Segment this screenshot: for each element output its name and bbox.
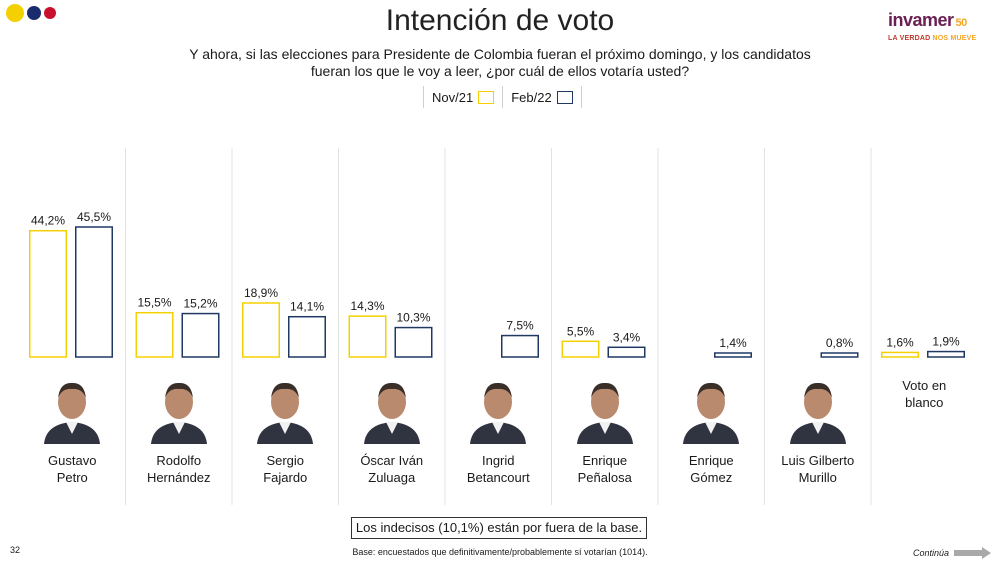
bar-feb xyxy=(820,352,859,358)
data-label-feb: 7,5% xyxy=(506,319,534,333)
page-title: Intención de voto xyxy=(385,4,615,37)
invamer-logo: invamer 50 LA VERDAD NOS MUEVE xyxy=(888,10,988,42)
candidate-name-line-1: Ingrid xyxy=(481,453,515,468)
bar-feb xyxy=(394,326,433,358)
chart-legend: Nov/21 Feb/22 xyxy=(423,86,582,108)
brand-dots xyxy=(6,4,59,22)
base-note: Base: encuestados que definitivamente/pr… xyxy=(352,547,648,557)
candidate-name: Óscar Iván Zuluaga xyxy=(342,452,442,486)
candidate-name-line-2: Hernández xyxy=(146,470,211,485)
candidate-name-line-2: Betancourt xyxy=(466,470,530,485)
bar-feb xyxy=(927,350,965,358)
bar-nov xyxy=(561,340,600,358)
candidate-name-line-1: Enrique xyxy=(688,453,734,468)
data-label-feb: 1,4% xyxy=(719,336,747,350)
data-label-nov: 1,6% xyxy=(886,335,914,349)
data-label-nov: 15,5% xyxy=(137,296,171,310)
candidate-name-line-2: Gómez xyxy=(690,470,733,485)
bar-nov xyxy=(29,229,67,358)
candidate-name: Enrique Peñalosa xyxy=(555,452,655,486)
question-line-1: Y ahora, si las elecciones para Presiden… xyxy=(189,46,811,62)
data-label-nov: 18,9% xyxy=(244,286,278,300)
candidate-name: Gustavo Petro xyxy=(22,452,122,486)
data-label-feb: 45,5% xyxy=(77,210,111,224)
candidate-name-line-1: Voto en xyxy=(902,378,947,393)
data-label-feb: 1,9% xyxy=(932,335,960,349)
logo-wordmark: invamer 50 xyxy=(888,10,967,30)
legend-item-feb: Feb/22 xyxy=(503,90,580,105)
question-line-2: fueran los que le voy a leer, ¿por cuál … xyxy=(310,63,690,79)
data-label-nov: 14,3% xyxy=(350,299,384,313)
bar-feb xyxy=(607,346,646,358)
question-text: Y ahora, si las elecciones para Presiden… xyxy=(180,46,820,80)
data-label-nov: 5,5% xyxy=(567,324,595,338)
legend-label-feb: Feb/22 xyxy=(511,89,552,105)
bar-nov xyxy=(881,351,919,358)
legend-item-nov: Nov/21 xyxy=(424,90,502,105)
legend-swatch-feb xyxy=(556,90,573,104)
bar-nov xyxy=(135,311,174,358)
data-label-feb: 3,4% xyxy=(613,330,641,344)
candidate-name-line-1: Enrique xyxy=(582,453,628,468)
data-label-feb: 14,1% xyxy=(290,300,324,314)
luis-gilberto-murillo-photo xyxy=(786,372,850,444)
data-label-feb: 0,8% xyxy=(826,336,854,350)
candidate-name-line-2: Zuluaga xyxy=(368,470,416,485)
blue-dot-icon xyxy=(27,6,41,20)
candidate-name: Voto en blanco xyxy=(874,377,974,411)
candidate-name-line-1: Luis Gilberto xyxy=(781,453,855,468)
bar-feb xyxy=(714,352,752,358)
legend-label-nov: Nov/21 xyxy=(432,89,474,105)
bar-nov xyxy=(242,302,280,358)
candidate-name-line-2: Petro xyxy=(56,470,88,485)
bar-feb xyxy=(501,334,539,358)
arrow-right-icon xyxy=(954,547,992,559)
bar-nov xyxy=(348,315,387,358)
candidate-name-line-2: Fajardo xyxy=(263,470,308,485)
bar-feb xyxy=(288,315,326,358)
data-label-feb: 15,2% xyxy=(183,297,217,311)
continue-label: Continúa xyxy=(913,548,950,558)
logo-tagline: LA VERDAD NOS MUEVE xyxy=(888,35,977,42)
sergio-fajardo-photo xyxy=(253,372,317,444)
candidate-name-line-2: Peñalosa xyxy=(577,470,632,485)
legend-divider xyxy=(502,86,504,108)
rodolfo-hernandez-photo xyxy=(147,372,211,444)
enrique-gomez-photo xyxy=(679,372,743,444)
data-label-nov: 44,2% xyxy=(31,214,65,228)
bar-feb xyxy=(75,226,113,358)
candidate-name-line-2: blanco xyxy=(905,395,944,410)
oscar-ivan-zuluaga-photo xyxy=(360,372,424,444)
candidate-name: Sergio Fajardo xyxy=(235,452,335,486)
legend-divider xyxy=(580,86,582,108)
candidate-name-line-2: Murillo xyxy=(798,470,837,485)
candidate-name-line-1: Óscar Iván xyxy=(360,453,424,468)
candidate-name: Rodolfo Hernández xyxy=(129,452,229,486)
continue-link[interactable]: Continúa xyxy=(913,547,992,559)
candidate-name: Enrique Gómez xyxy=(661,452,761,486)
enrique-penalosa-photo xyxy=(573,372,637,444)
candidate-name-line-1: Sergio xyxy=(266,453,305,468)
candidate-name-line-1: Rodolfo xyxy=(156,453,202,468)
page-number: 32 xyxy=(10,545,21,555)
gustavo-petro-photo xyxy=(40,372,104,444)
bar-feb xyxy=(181,312,220,358)
candidate-name: Ingrid Betancourt xyxy=(448,452,548,486)
ingrid-betancourt-photo xyxy=(466,372,530,444)
undecided-note: Los indecisos (10,1%) están por fuera de… xyxy=(351,517,647,539)
legend-divider xyxy=(423,86,424,108)
candidate-name: Luis Gilberto Murillo xyxy=(768,452,868,486)
legend-swatch-nov xyxy=(478,90,495,104)
yellow-dot-icon xyxy=(6,4,24,22)
data-label-feb: 10,3% xyxy=(396,311,430,325)
red-dot-icon xyxy=(44,7,56,19)
candidate-name-line-1: Gustavo xyxy=(48,453,97,468)
